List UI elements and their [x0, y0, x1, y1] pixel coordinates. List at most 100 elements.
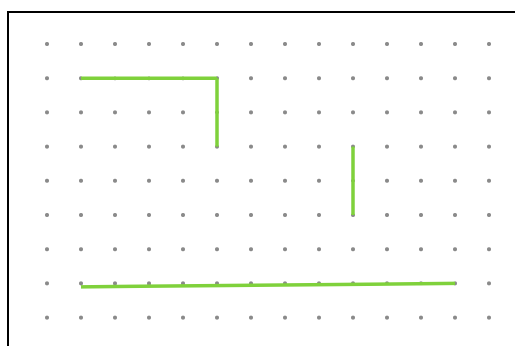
grid-dot [249, 213, 253, 217]
grid-dot [147, 110, 151, 115]
grid-dot [487, 247, 491, 252]
grid-dot [215, 178, 219, 183]
grid-dot [453, 213, 457, 217]
grid-dot [79, 281, 83, 286]
grid-dot [487, 178, 491, 183]
grid-dot [351, 110, 355, 115]
grid-dot [283, 213, 287, 217]
grid-dot [351, 247, 355, 252]
grid-dot [283, 178, 287, 183]
grid-dot [249, 247, 253, 252]
grid-dot [147, 178, 151, 183]
grid-dot [283, 315, 287, 320]
grid-dot [317, 42, 321, 46]
grid-dot [45, 76, 49, 81]
grid-dot [249, 76, 253, 81]
grid-dot [453, 315, 457, 320]
grid-dot [147, 213, 151, 217]
grid-dot [283, 110, 287, 115]
grid-dot [317, 213, 321, 217]
grid-dot [147, 247, 151, 252]
grid-dot [113, 247, 117, 252]
grid-dot [113, 110, 117, 115]
line-segments [80, 76, 456, 289]
grid-dot [317, 315, 321, 320]
grid-dot [215, 42, 219, 46]
grid-dot [385, 178, 389, 183]
grid-dot [181, 315, 185, 320]
grid-dot [487, 42, 491, 46]
grid-dot [453, 42, 457, 46]
grid-dot [283, 144, 287, 149]
grid-dot [419, 76, 423, 81]
grid-dot [385, 42, 389, 46]
grid-dot [113, 178, 117, 183]
grid-dot [419, 213, 423, 217]
grid-dot [317, 144, 321, 149]
grid-dot [45, 178, 49, 183]
grid-dot [45, 281, 49, 286]
grid-dot [317, 76, 321, 81]
grid-dot [181, 144, 185, 149]
grid-dot [283, 76, 287, 81]
grid-dot [419, 144, 423, 149]
grid-dot [215, 247, 219, 252]
grid-dot [385, 144, 389, 149]
grid-dot [453, 144, 457, 149]
grid-dot [385, 315, 389, 320]
grid-dot [385, 213, 389, 217]
grid-dot [419, 315, 423, 320]
grid-dot [453, 247, 457, 252]
grid-dot [113, 213, 117, 217]
grid-dot [215, 315, 219, 320]
grid-dot [453, 76, 457, 81]
grid-dot [249, 178, 253, 183]
grid-dot [249, 110, 253, 115]
grid-dot [45, 247, 49, 252]
grid-dot [385, 76, 389, 81]
grid-dot [419, 247, 423, 252]
segment-bottom-horizontal [80, 281, 456, 289]
grid-dot [487, 110, 491, 115]
grid-dot [147, 315, 151, 320]
grid-dot [147, 144, 151, 149]
grid-dot [79, 178, 83, 183]
grid-dot [453, 178, 457, 183]
grid-dot [79, 144, 83, 149]
grid-dot [487, 281, 491, 286]
grid-dot [283, 42, 287, 46]
grid-dot [181, 178, 185, 183]
grid-dot [215, 213, 219, 217]
grid-dot [487, 213, 491, 217]
grid-dot [317, 247, 321, 252]
grid-dot [283, 247, 287, 252]
grid-dot [79, 42, 83, 46]
grid-dot [45, 110, 49, 115]
grid-dot [487, 315, 491, 320]
dot-grid [45, 42, 491, 320]
grid-dot [45, 144, 49, 149]
grid-dot [181, 110, 185, 115]
grid-dot [249, 315, 253, 320]
grid-dot [317, 178, 321, 183]
grid-dot [317, 110, 321, 115]
grid-dot [249, 42, 253, 46]
grid-dot [351, 76, 355, 81]
grid-dot [351, 42, 355, 46]
frame [7, 11, 515, 346]
grid-dot [487, 76, 491, 81]
grid-dot [147, 281, 151, 286]
grid-dot [487, 144, 491, 149]
grid-dot [45, 213, 49, 217]
grid-dot [419, 110, 423, 115]
grid-dot [453, 110, 457, 115]
grid-dot [419, 178, 423, 183]
grid-dot [79, 247, 83, 252]
grid-dot [249, 144, 253, 149]
grid-dot [45, 42, 49, 46]
grid-dot [45, 315, 49, 320]
grid-dot [351, 315, 355, 320]
grid-dot [181, 42, 185, 46]
grid-dot [79, 110, 83, 115]
